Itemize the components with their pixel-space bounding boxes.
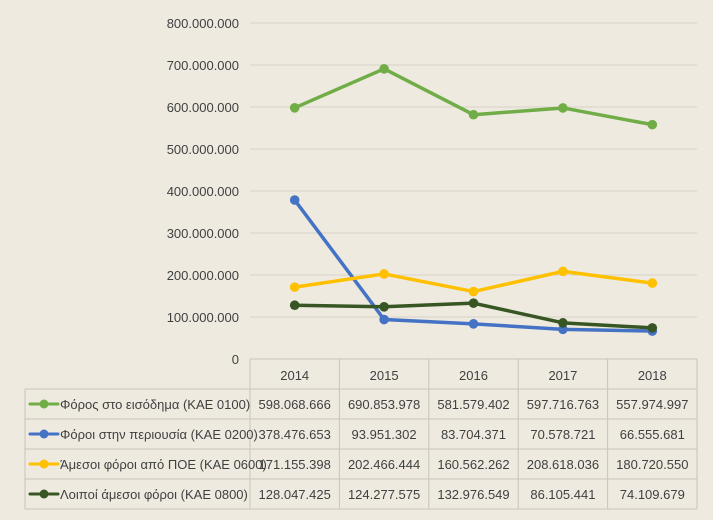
- data-table-cell: 557.974.997: [616, 397, 688, 412]
- data-table-cell: 128.047.425: [259, 487, 331, 502]
- y-tick-label: 100.000.000: [167, 310, 239, 325]
- data-table-cell: 598.068.666: [259, 397, 331, 412]
- y-tick-label: 300.000.000: [167, 226, 239, 241]
- legend-key-marker: [39, 399, 49, 409]
- y-tick-label: 800.000.000: [167, 16, 239, 31]
- data-table-cell: 378.476.653: [259, 427, 331, 442]
- legend-key-marker: [39, 489, 49, 499]
- data-point: [558, 103, 568, 113]
- data-point: [379, 314, 389, 325]
- data-table-cell: 83.704.371: [441, 427, 506, 442]
- series-line: [292, 198, 655, 333]
- y-tick-label: 200.000.000: [167, 268, 239, 283]
- data-point: [289, 282, 300, 292]
- data-point: [379, 64, 389, 74]
- data-table-cell: 202.466.444: [348, 457, 420, 472]
- data-point: [468, 286, 479, 297]
- legend-label: Φόροι στην περιουσία (ΚΑΕ 0200): [60, 427, 258, 442]
- data-point: [379, 302, 389, 312]
- gridlines: [250, 22, 697, 318]
- data-point: [289, 300, 300, 311]
- data-table-cell: 124.277.575: [348, 487, 420, 502]
- legend-label: Φόρος στο εισόδημα (ΚΑΕ 0100): [60, 397, 250, 412]
- data-table-cell: 597.716.763: [527, 397, 599, 412]
- data-table-cell: 74.109.679: [620, 487, 685, 502]
- x-tick-label: 2018: [638, 368, 667, 383]
- data-table-cell: 132.976.549: [437, 487, 509, 502]
- series-lines: [289, 64, 658, 336]
- data-point: [468, 319, 479, 329]
- y-tick-label: 0: [232, 352, 239, 367]
- data-table-cell: 66.555.681: [620, 427, 685, 442]
- data-point: [558, 266, 568, 277]
- y-tick-label: 400.000.000: [167, 184, 239, 199]
- data-table-cell: 93.951.302: [352, 427, 417, 442]
- data-table-cell: 70.578.721: [530, 427, 595, 442]
- data-point: [468, 298, 479, 308]
- data-table-cell: 160.562.262: [437, 457, 509, 472]
- data-table-cell: 180.720.550: [616, 457, 688, 472]
- x-tick-label: 2015: [370, 368, 399, 383]
- data-table-cell: 86.105.441: [530, 487, 595, 502]
- data-table-cell: 581.579.402: [437, 397, 509, 412]
- data-point: [468, 109, 479, 120]
- data-table-cell: 171.155.398: [259, 457, 331, 472]
- x-tick-label: 2017: [548, 368, 577, 383]
- legend-key-marker: [39, 459, 49, 469]
- y-tick-label: 700.000.000: [167, 58, 239, 73]
- data-point: [379, 269, 389, 279]
- data-table: 2014 2015 2016 2017 2018 Φόρος στο εισόδημα (…: [24, 358, 698, 510]
- legend-label: Λοιποί άμεσοι φόροι (ΚΑΕ 0800): [60, 487, 248, 502]
- y-tick-label: 500.000.000: [167, 142, 239, 157]
- data-table-cell: 208.618.036: [527, 457, 599, 472]
- data-point: [289, 195, 300, 205]
- data-point: [289, 103, 300, 113]
- data-point: [647, 119, 658, 130]
- y-axis-tick-labels: 0 100.000.000 200.000.000 300.000.000 400.00…: [167, 16, 239, 367]
- y-tick-label: 600.000.000: [167, 100, 239, 115]
- x-tick-label: 2016: [459, 368, 488, 383]
- data-point: [647, 323, 658, 333]
- x-tick-label: 2014: [280, 368, 309, 383]
- data-table-cell: 690.853.978: [348, 397, 420, 412]
- data-point: [647, 278, 658, 288]
- legend-key-marker: [39, 429, 49, 439]
- legend-label: Άμεσοι φόροι από ΠΟΕ (ΚΑΕ 0600): [60, 457, 267, 472]
- data-point: [558, 318, 568, 328]
